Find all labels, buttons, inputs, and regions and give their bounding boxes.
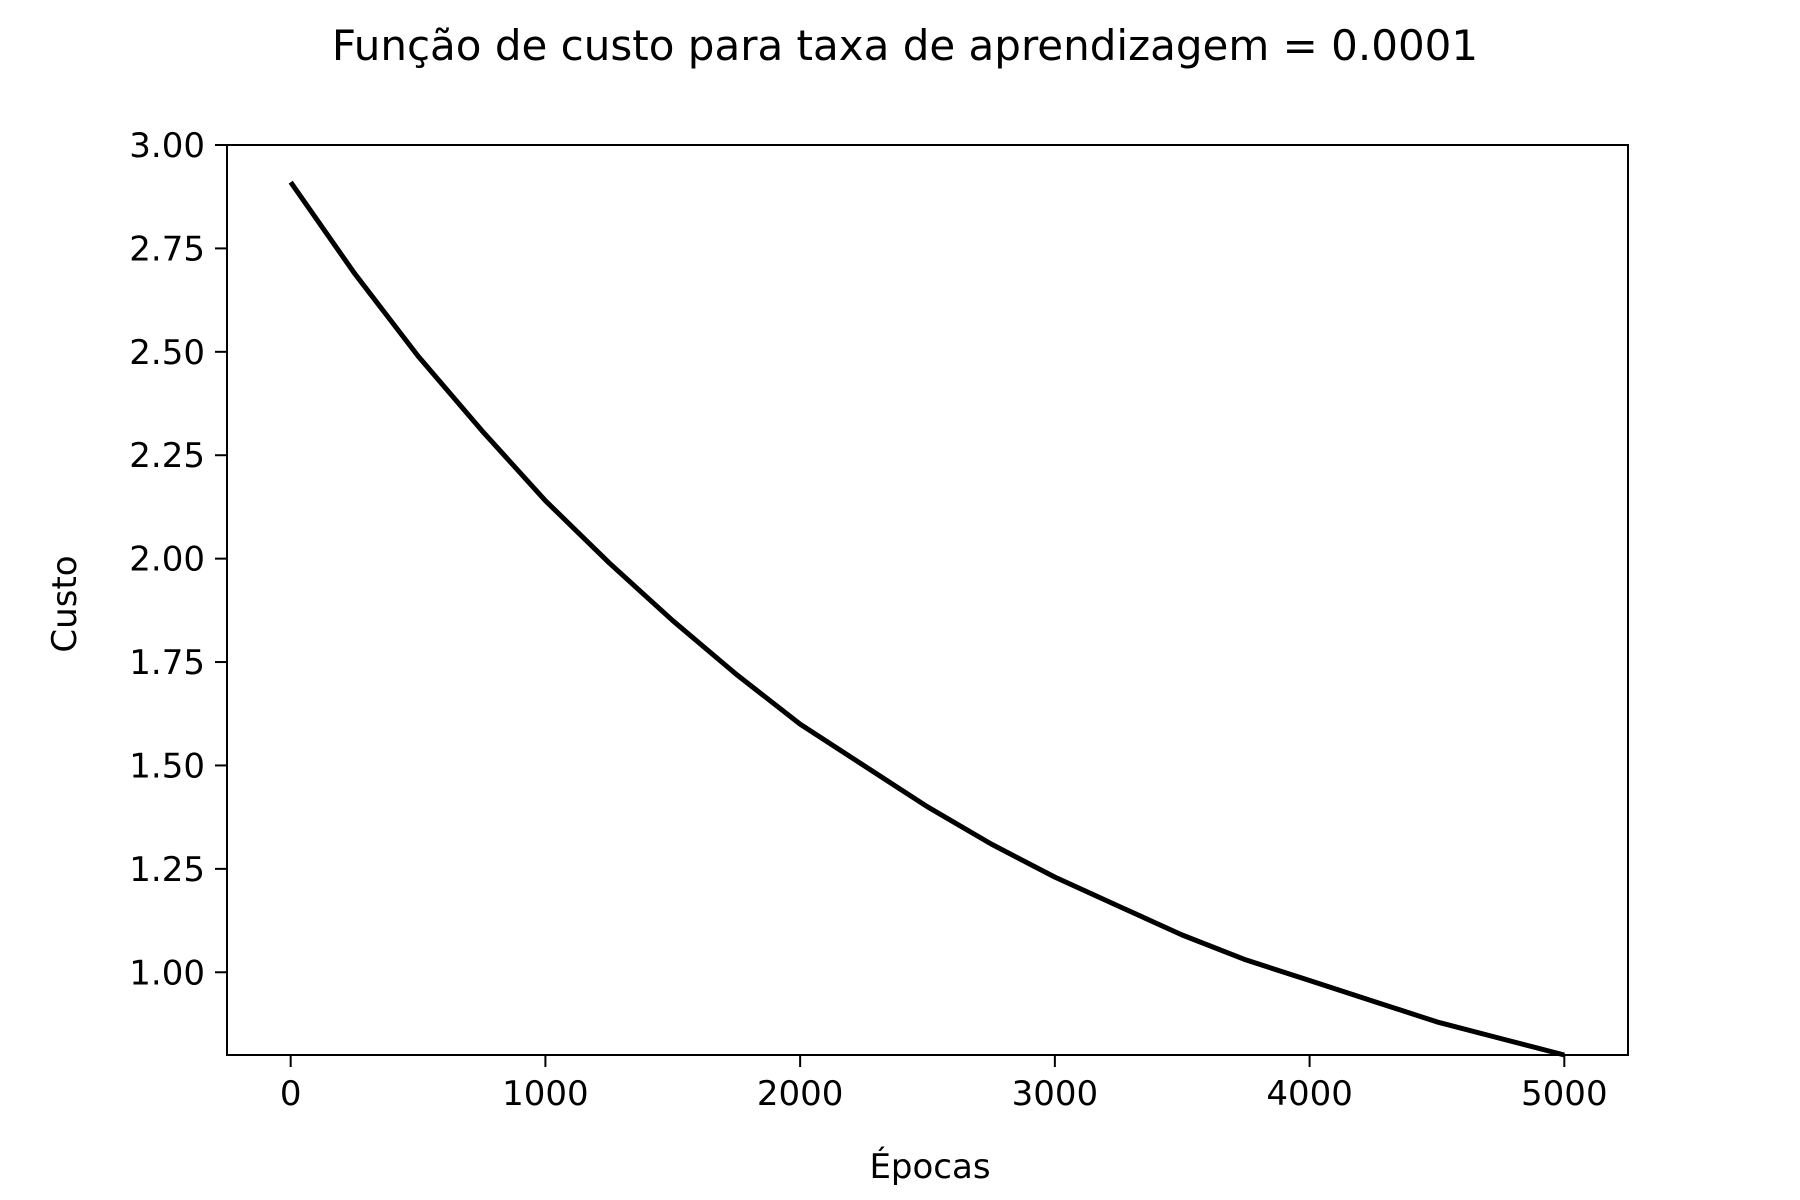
y-tick-label: 2.75 (129, 229, 205, 269)
y-tick-label: 1.75 (129, 643, 205, 683)
y-tick-label: 1.25 (129, 850, 205, 890)
y-tick-label: 3.00 (129, 126, 205, 166)
axes-frame (226, 144, 1629, 1056)
plot-area: 0 1000 2000 3000 4000 5000 1.00 1.25 1.50 1.75 2.0… (129, 126, 1629, 1114)
x-tick-label: 5000 (1521, 1074, 1608, 1114)
x-tick-label: 1000 (502, 1074, 589, 1114)
x-tick-label: 3000 (1012, 1074, 1099, 1114)
y-tick-label: 1.50 (129, 746, 205, 786)
y-tick-label: 2.50 (129, 333, 205, 373)
x-tick-label: 4000 (1266, 1074, 1353, 1114)
x-tick-label: 0 (280, 1074, 302, 1114)
y-tick-label: 2.00 (129, 540, 205, 580)
x-tick-label: 2000 (757, 1074, 844, 1114)
y-tick-label: 2.25 (129, 436, 205, 476)
x-axis-label: Épocas (869, 1146, 990, 1187)
chart-title: Função de custo para taxa de aprendizage… (332, 21, 1478, 70)
y-axis-label: Custo (45, 555, 85, 652)
series-line-0 (288, 180, 1565, 1058)
y-tick-label: 1.00 (129, 953, 205, 993)
